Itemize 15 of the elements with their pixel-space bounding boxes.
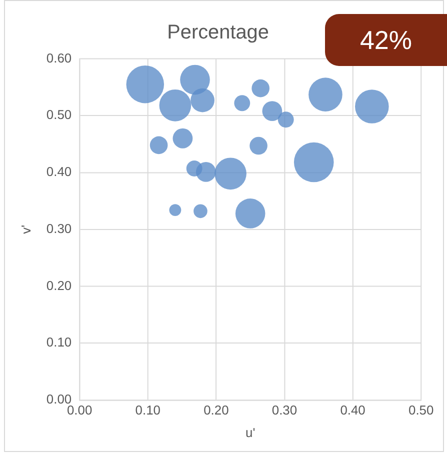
- x-tick-label: 0.20: [204, 402, 229, 418]
- y-axis-title: v': [18, 224, 34, 234]
- x-tick-label: 0.10: [135, 402, 160, 418]
- x-tick-label: 0.40: [340, 402, 366, 418]
- chart-title: Percentage: [167, 21, 269, 44]
- y-tick-label: 0.20: [46, 278, 72, 293]
- y-tick-label: 0.40: [46, 164, 72, 180]
- y-tick-label: 0.30: [46, 220, 72, 236]
- text: 42%: [325, 14, 447, 66]
- x-axis-title: u': [245, 424, 256, 440]
- x-tick-label: 0.30: [272, 402, 298, 418]
- y-tick-label: 0.60: [46, 50, 72, 66]
- x-tick-label: 0.50: [408, 402, 434, 418]
- y-tick-label: 0.10: [46, 334, 72, 350]
- y-tick-label: 0.50: [46, 107, 72, 122]
